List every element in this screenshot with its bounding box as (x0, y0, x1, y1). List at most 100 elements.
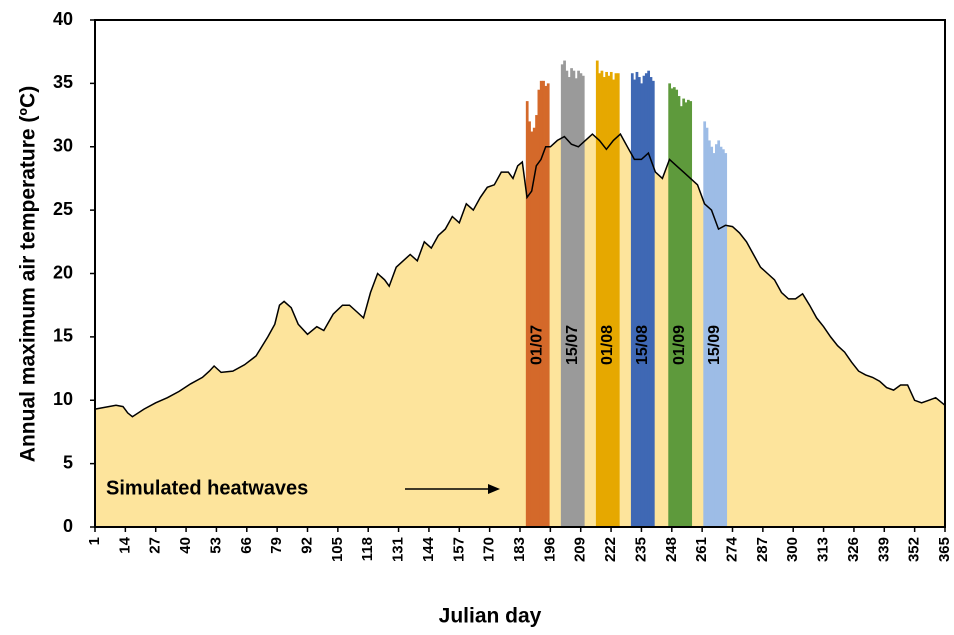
bar (635, 71, 639, 527)
bar (609, 71, 613, 527)
x-tick-label: 118 (359, 537, 376, 561)
bar (630, 73, 634, 528)
x-tick-label: 27 (147, 537, 164, 554)
bar (684, 102, 688, 527)
bar (668, 83, 672, 527)
bar (539, 80, 543, 527)
bar (682, 98, 686, 528)
x-tick-label: 196 (541, 537, 558, 562)
bar (644, 73, 648, 528)
y-tick-label: 10 (53, 389, 73, 409)
y-tick-label: 20 (53, 262, 73, 282)
x-tick-label: 261 (693, 537, 710, 562)
bar (542, 80, 545, 527)
bar-label: 01/07 (529, 325, 546, 365)
x-tick-label: 326 (845, 537, 862, 562)
bar (633, 79, 636, 527)
bar (577, 70, 580, 527)
bar (607, 75, 611, 528)
bar (579, 73, 583, 528)
bar (679, 106, 683, 527)
y-tick-label: 30 (53, 136, 73, 156)
bar-label: 01/08 (599, 325, 616, 365)
bar (535, 115, 538, 527)
bar (565, 70, 569, 527)
bar (721, 149, 725, 527)
x-tick-label: 235 (632, 537, 649, 562)
bar (714, 144, 718, 527)
bar (530, 131, 534, 528)
x-tick-label: 170 (481, 537, 498, 562)
x-tick-label: 339 (875, 537, 892, 562)
bar (689, 101, 693, 528)
x-tick-label: 183 (511, 537, 528, 562)
line (94, 132, 946, 418)
bar (670, 88, 674, 527)
x-tick-label: 274 (723, 536, 740, 562)
arrow-head (488, 484, 500, 494)
bar (642, 75, 646, 528)
area (95, 134, 945, 527)
bar (672, 87, 676, 528)
bar-label: 01/09 (671, 325, 688, 365)
x-axis-title: Julian day (439, 605, 542, 628)
bar (707, 140, 711, 527)
x-tick-label: 144 (420, 536, 437, 562)
x-tick-label: 222 (602, 537, 619, 562)
x-tick-label: 40 (177, 537, 194, 554)
bar (544, 85, 548, 527)
bar (546, 83, 550, 527)
x-tick-label: 66 (238, 537, 255, 554)
x-tick-label: 300 (784, 537, 801, 562)
bar (532, 127, 536, 528)
bar (703, 121, 707, 528)
bar (572, 70, 576, 527)
x-tick-label: 105 (329, 537, 346, 562)
bar (605, 71, 608, 527)
bar (595, 60, 599, 528)
bar (602, 77, 606, 527)
bar (567, 77, 571, 527)
x-tick-label: 365 (936, 537, 953, 562)
bar (528, 121, 531, 528)
x-tick-label: 209 (572, 537, 589, 562)
x-tick-label: 1 (86, 537, 103, 545)
y-tick-label: 5 (63, 452, 73, 472)
bar (675, 89, 679, 528)
bar (651, 80, 655, 527)
bar (724, 153, 728, 527)
y-tick-label: 40 (53, 9, 73, 29)
bar (600, 70, 604, 527)
x-tick-label: 313 (815, 537, 832, 562)
x-tick-label: 131 (390, 537, 407, 562)
bar (719, 146, 723, 527)
bar (637, 77, 641, 527)
bar (616, 73, 620, 528)
bar (537, 89, 541, 528)
bar (712, 153, 716, 527)
bar (647, 70, 651, 527)
bar (525, 101, 529, 528)
bar (717, 140, 721, 527)
y-tick-label: 25 (53, 199, 73, 219)
bar (705, 127, 709, 528)
x-tick-label: 92 (298, 537, 315, 554)
y-tick-label: 15 (53, 326, 73, 346)
bar (612, 79, 615, 527)
bar (598, 73, 601, 528)
bar (581, 75, 585, 528)
annotation: Simulated heatwaves (106, 477, 308, 499)
bar (649, 77, 653, 527)
x-tick-label: 157 (450, 537, 467, 562)
bar (710, 146, 714, 527)
bar (640, 83, 643, 527)
bar (614, 73, 618, 528)
plot: 01/07 15/07 01/08 15/08 01/09 15/09 0 5 10 15 20 25… (53, 9, 953, 562)
bar-label: 15/09 (706, 325, 723, 365)
y-tick-label: 35 (53, 72, 73, 92)
bar-label: 15/08 (634, 325, 651, 365)
x-tick-label: 53 (207, 537, 224, 554)
x-tick-label: 287 (754, 537, 771, 562)
y-tick-label: 0 (63, 516, 73, 536)
